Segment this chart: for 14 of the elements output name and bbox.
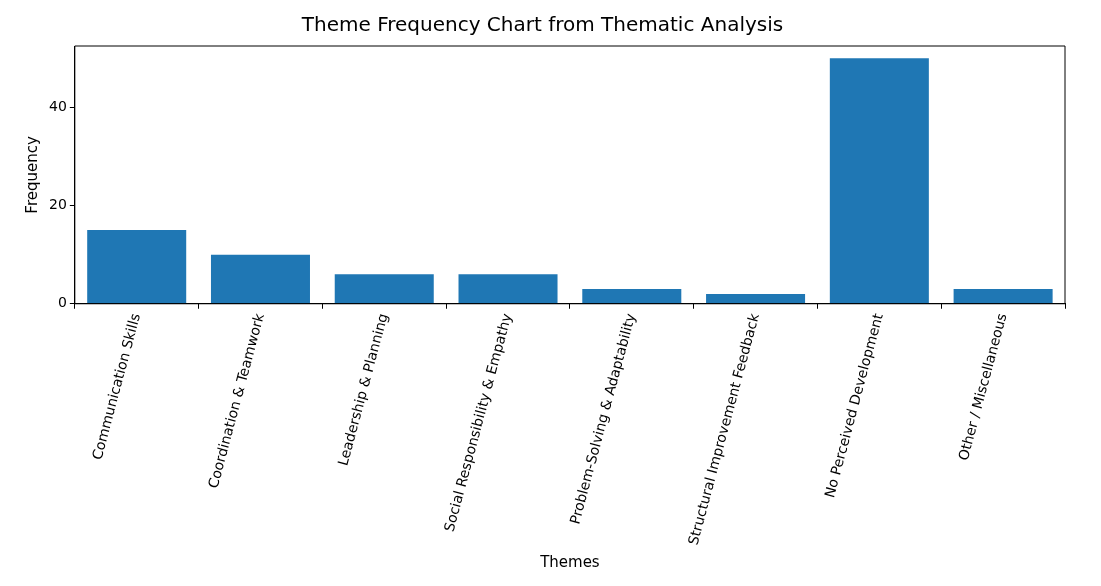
y-tick-label: 20 bbox=[48, 196, 67, 213]
bar bbox=[87, 230, 187, 304]
y-axis-title: Frequency bbox=[22, 136, 41, 214]
bar bbox=[829, 58, 929, 304]
bar bbox=[953, 289, 1053, 304]
bar bbox=[210, 254, 310, 304]
x-axis-title: Themes bbox=[539, 552, 600, 571]
bar bbox=[706, 293, 806, 304]
bar bbox=[334, 274, 434, 304]
y-tick-label: 0 bbox=[57, 294, 67, 311]
bar bbox=[582, 289, 682, 304]
y-tick-label: 40 bbox=[48, 98, 67, 115]
chart-title: Theme Frequency Chart from Thematic Analysis bbox=[300, 12, 784, 37]
bar bbox=[458, 274, 558, 304]
